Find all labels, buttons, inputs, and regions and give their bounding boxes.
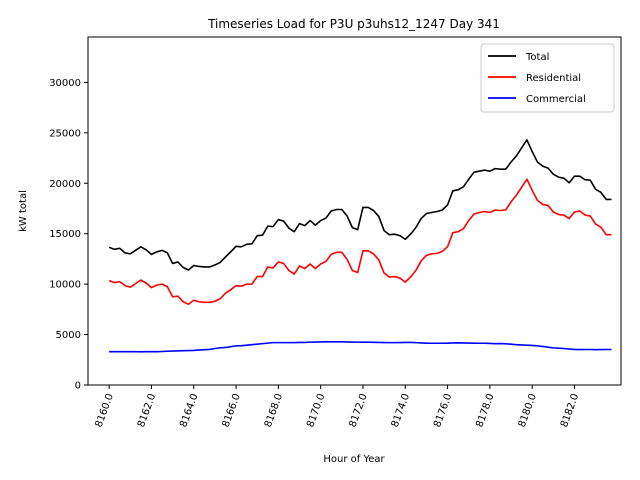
y-axis: 0 5000 10000 15000 20000 25000 30000 (49, 78, 88, 392)
legend: Total Residential Commercial (480, 43, 615, 113)
y-tick-label: 5000 (56, 330, 81, 341)
y-tick-label: 15000 (49, 229, 81, 240)
y-tick-label: 30000 (49, 78, 81, 89)
chart-title: Timeseries Load for P3U p3uhs12_1247 Day… (207, 17, 500, 31)
series-line-commercial (109, 341, 612, 353)
series-line-residential (108, 178, 612, 306)
plot-frame (87, 36, 622, 386)
y-tick-label: 20000 (49, 179, 81, 190)
y-tick-label: 0 (75, 381, 81, 392)
y-tick-label: 10000 (49, 280, 81, 291)
legend-label-commercial: Commercial (526, 94, 586, 105)
y-tick-label: 25000 (49, 128, 81, 139)
legend-label-residential: Residential (526, 73, 581, 84)
y-axis-label: kW total (18, 190, 29, 232)
x-axis-label: Hour of Year (323, 454, 385, 465)
legend-box (480, 43, 615, 113)
series-line-total (108, 139, 612, 271)
legend-label-total: Total (525, 52, 549, 63)
plot-lines (108, 139, 612, 353)
